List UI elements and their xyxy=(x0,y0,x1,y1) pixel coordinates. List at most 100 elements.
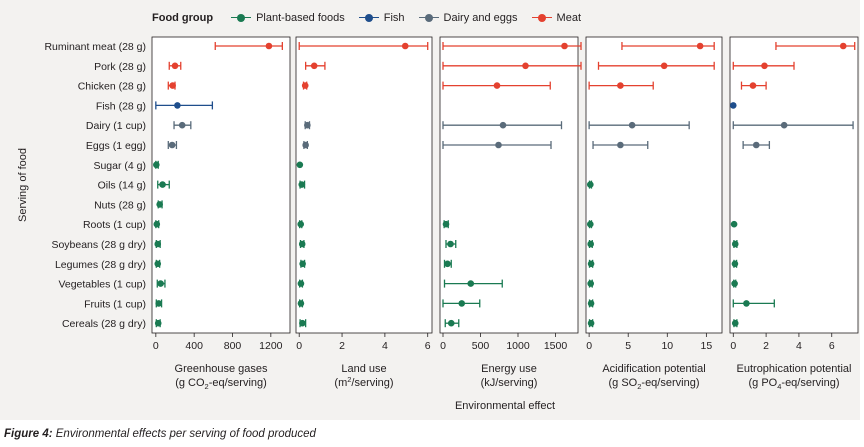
panel-axis-title: Energy use xyxy=(481,363,537,375)
data-point xyxy=(444,260,451,268)
data-point xyxy=(729,102,737,109)
x-tick-label: 2 xyxy=(339,340,345,352)
x-tick-label: 500 xyxy=(472,340,490,352)
data-point xyxy=(617,141,624,149)
x-tick-label: 4 xyxy=(382,340,388,352)
data-point xyxy=(156,201,163,208)
data-point xyxy=(447,240,454,248)
legend-title: Food group xyxy=(152,12,214,24)
data-point xyxy=(174,102,181,109)
x-tick-label: 10 xyxy=(661,340,673,352)
data-point xyxy=(617,82,624,89)
x-tick-label: 4 xyxy=(796,340,802,352)
data-point xyxy=(178,121,186,129)
category-label: Pork (28 g) xyxy=(94,61,146,73)
data-point xyxy=(749,82,757,89)
data-point xyxy=(442,220,450,228)
data-point xyxy=(169,82,176,89)
legend-item-dairy: Dairy and eggs xyxy=(418,12,518,24)
data-point xyxy=(743,300,750,307)
data-point xyxy=(495,141,502,149)
panel-axis-title: Greenhouse gases xyxy=(175,363,268,375)
x-tick-label: 6 xyxy=(425,340,431,352)
x-tick-label: 1200 xyxy=(259,340,283,352)
panel-frame xyxy=(295,36,433,334)
data-point xyxy=(298,181,306,188)
data-point xyxy=(298,240,306,248)
x-tick-label: 0 xyxy=(296,340,302,352)
x-tick-label: 15 xyxy=(701,340,713,352)
legend-label-dairy: Dairy and eggs xyxy=(443,12,518,24)
data-point xyxy=(153,220,161,228)
data-point xyxy=(265,42,273,50)
x-tick-label: 1000 xyxy=(506,340,530,352)
data-point xyxy=(297,220,305,228)
data-point xyxy=(154,260,162,268)
data-point xyxy=(493,82,501,89)
data-point xyxy=(522,62,529,70)
category-label: Cereals (28 g dry) xyxy=(62,318,146,330)
data-point xyxy=(587,280,594,287)
x-tick-label: 0 xyxy=(440,340,446,352)
data-point xyxy=(587,300,595,307)
data-point xyxy=(587,319,595,327)
caption-label: Figure 4: xyxy=(4,428,53,440)
caption-text: Environmental effects per serving of foo… xyxy=(52,428,316,440)
panel-frame xyxy=(151,36,291,334)
panel-frame xyxy=(585,36,723,334)
panel-axis-title: Acidification potential xyxy=(602,363,705,375)
legend-swatch-fish xyxy=(358,13,379,23)
category-label: Roots (1 cup) xyxy=(83,219,146,231)
panel-axis-title: Eutrophication potential xyxy=(737,363,852,375)
data-point xyxy=(154,319,162,327)
category-label: Chicken (28 g) xyxy=(78,81,146,93)
panel-axis-unit: (g PO4-eq/serving) xyxy=(749,377,840,391)
data-point xyxy=(171,62,179,70)
data-point xyxy=(731,319,739,327)
data-point xyxy=(155,300,163,307)
data-point xyxy=(628,121,636,129)
x-tick-label: 1500 xyxy=(544,340,568,352)
legend-item-fish: Fish xyxy=(358,12,405,24)
chart-svg: Ruminant meat (28 g) Pork (28 g) Chicken (… xyxy=(17,36,859,412)
category-label: Vegetables (1 cup) xyxy=(58,279,146,291)
data-point xyxy=(297,300,305,307)
data-point xyxy=(467,280,475,287)
data-point xyxy=(499,121,507,129)
legend-item-plant: Plant-based foods xyxy=(231,12,345,24)
panel-axis-unit: (kJ/serving) xyxy=(481,377,538,389)
data-point xyxy=(304,121,311,129)
legend-swatch-dairy xyxy=(418,13,439,23)
data-point xyxy=(297,280,305,287)
data-point xyxy=(586,220,594,228)
legend: Food group Plant-based foods Fish Dairy … xyxy=(152,12,595,24)
category-label: Nuts (28 g) xyxy=(94,199,146,211)
data-point xyxy=(761,62,768,70)
x-tick-label: 800 xyxy=(224,340,242,352)
category-label: Ruminant meat (28 g) xyxy=(44,41,146,53)
panel-axis-unit: (g SO2-eq/serving) xyxy=(609,377,700,391)
x-axis-label: Environmental effect xyxy=(455,400,555,412)
x-tick-label: 5 xyxy=(625,340,631,352)
data-point xyxy=(296,161,304,169)
data-point xyxy=(696,42,704,50)
category-label: Eggs (1 egg) xyxy=(86,140,146,152)
data-point xyxy=(586,181,594,188)
category-label: Legumes (28 g dry) xyxy=(55,259,146,271)
data-point xyxy=(447,319,455,327)
panel-axis-title: Land use xyxy=(341,363,386,375)
data-point xyxy=(752,141,760,149)
data-point xyxy=(731,260,739,268)
data-point xyxy=(587,260,595,268)
y-axis-label: Serving of food xyxy=(17,148,29,222)
data-point xyxy=(780,121,788,129)
data-point xyxy=(157,280,164,287)
panel-frame xyxy=(439,36,579,334)
panel-axis-unit: (g CO2-eq/serving) xyxy=(175,377,267,391)
x-tick-label: 0 xyxy=(730,340,736,352)
x-tick-label: 0 xyxy=(586,340,592,352)
data-point xyxy=(299,319,306,327)
data-point xyxy=(401,42,409,50)
legend-label-meat: Meat xyxy=(556,12,582,24)
